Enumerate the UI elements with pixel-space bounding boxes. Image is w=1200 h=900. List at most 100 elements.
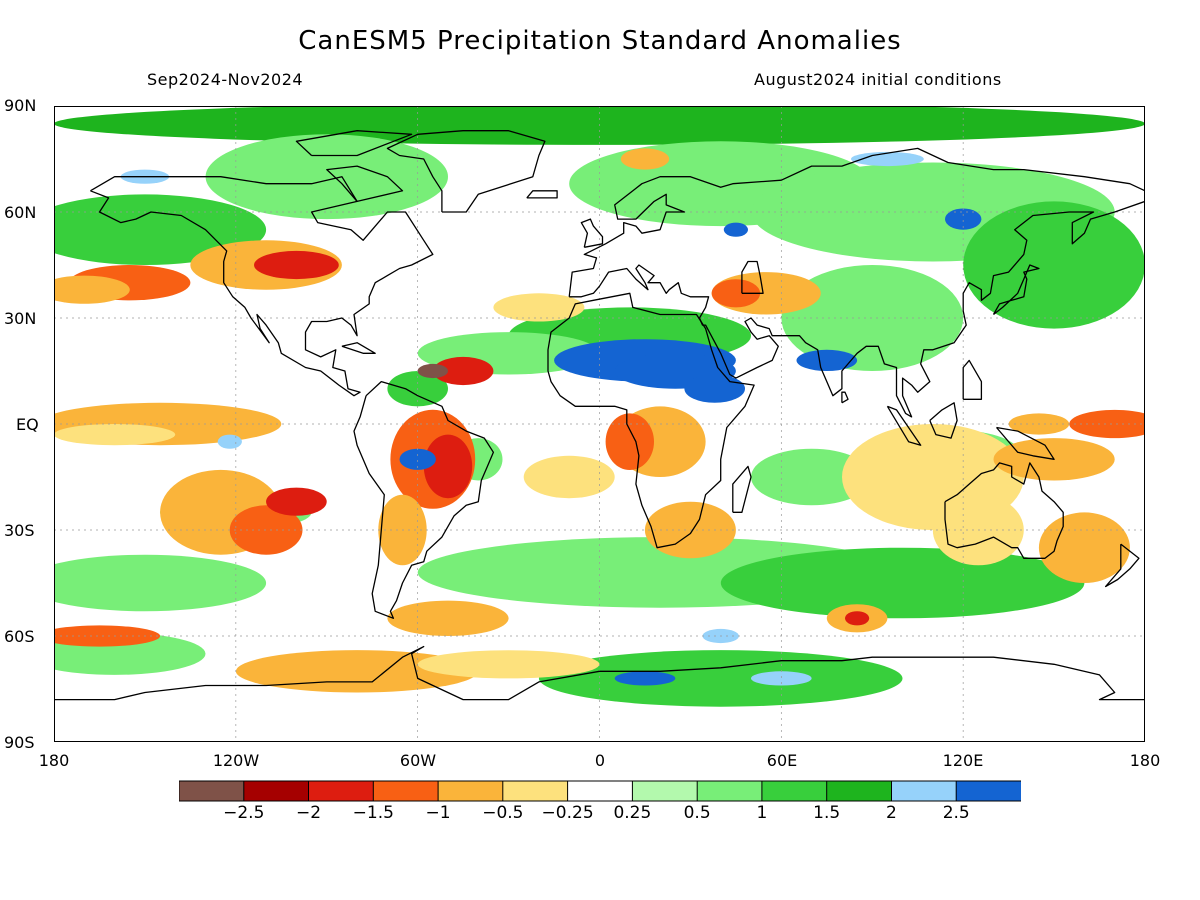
anomaly-patch <box>254 250 339 280</box>
anomaly-patch <box>493 293 585 322</box>
anomaly-patch <box>387 600 509 636</box>
coastlines <box>54 130 1145 721</box>
coastline-sumatra <box>886 405 922 446</box>
anomaly-patch <box>523 455 615 499</box>
colorbar-segment <box>243 780 310 802</box>
colorbar-segment <box>179 780 245 802</box>
colorbar-segment <box>372 780 440 802</box>
coastline-baffin <box>326 165 404 203</box>
anomaly-patch <box>851 151 924 167</box>
lon-label-0: 0 <box>594 751 606 770</box>
colorbar-tick-label: 1.5 <box>813 803 841 823</box>
lat-label-eq: EQ <box>16 415 39 434</box>
coastline-japan <box>992 264 1040 316</box>
anomaly-patch <box>54 625 161 647</box>
initial-conditions: August2024 initial conditions <box>754 70 1002 89</box>
anomaly-patch <box>605 413 654 471</box>
colorbar-segment <box>696 780 764 802</box>
anomaly-patch <box>751 671 812 686</box>
anomaly-patch <box>217 434 242 449</box>
anomaly-patch <box>711 279 761 308</box>
colorbar-segment <box>567 780 634 802</box>
anomaly-patch <box>417 363 448 379</box>
coastline-ellesmere <box>295 130 413 157</box>
lat-label-30n: 30N <box>4 309 37 328</box>
lat-label-60s: 60S <box>4 627 35 646</box>
graticule <box>54 106 1145 742</box>
lat-label-90n: 90N <box>4 96 37 115</box>
coastline-new-zealand <box>1104 543 1140 588</box>
colorbar-tick-label: −1.5 <box>352 803 394 823</box>
anomaly-map <box>54 106 1145 742</box>
anomaly-patch <box>417 650 600 679</box>
colorbar-tick-label: −2.5 <box>223 803 265 823</box>
coastline-australia <box>944 462 1064 559</box>
colorbar-segment <box>891 780 958 802</box>
coastline-eurasia <box>568 147 1145 418</box>
anomaly-patch <box>54 554 267 612</box>
anomaly-patch <box>723 222 749 237</box>
lon-label-60e: 60E <box>766 751 798 770</box>
lon-label-180e: 180 <box>1129 751 1161 770</box>
forecast-period: Sep2024-Nov2024 <box>147 70 304 89</box>
anomaly-patch <box>614 671 676 686</box>
anomaly-patch <box>781 265 964 371</box>
coastline-uk <box>580 218 604 248</box>
anomaly-patch <box>399 448 436 470</box>
coastline-caspian <box>741 260 764 294</box>
coastline-taiwan-phil <box>962 359 983 400</box>
anomaly-patch <box>423 434 473 499</box>
colorbar-segment <box>826 780 893 802</box>
anomaly-patch <box>963 201 1145 329</box>
coastline-madagascar <box>732 465 752 513</box>
colorbar-segment <box>502 780 569 802</box>
coastline-africa <box>547 292 755 549</box>
anomaly-patch <box>54 424 176 446</box>
lat-label-90s: 90S <box>4 733 35 752</box>
map-frame <box>54 106 1145 742</box>
anomaly-patch <box>538 650 903 707</box>
coastline-iceland <box>526 190 558 199</box>
anomaly-patch <box>229 505 303 555</box>
anomaly-patch <box>54 194 267 265</box>
coastline-south-america <box>353 380 495 619</box>
coastline-borneo <box>929 402 958 439</box>
anomaly-patch <box>945 208 982 230</box>
anomaly-patch <box>235 650 479 693</box>
coastline-cuba <box>341 342 376 354</box>
coastline-sri-lanka <box>841 391 849 404</box>
anomaly-patch <box>54 275 130 304</box>
anomaly-patch <box>205 134 448 220</box>
anomaly-patch <box>620 148 670 170</box>
anomaly-patch <box>796 349 858 371</box>
colorbar-segment <box>955 780 1021 802</box>
colorbar-tick-label: −1 <box>425 803 451 823</box>
anomaly-patch <box>720 547 1085 619</box>
colorbar-tick-label: 0.5 <box>683 803 711 823</box>
anomaly-patch <box>684 374 745 403</box>
anomaly-patch <box>845 611 870 626</box>
anomaly-patch <box>1038 512 1130 583</box>
coastline-new-guinea <box>996 426 1055 460</box>
colorbar-tick-label: −2 <box>296 803 322 823</box>
lat-label-60n: 60N <box>4 203 37 222</box>
colorbar-tick-label: −0.25 <box>541 803 594 823</box>
lon-label-180w: 180 <box>38 751 70 770</box>
colorbar-segment <box>631 780 699 802</box>
map-title: CanESM5 Precipitation Standard Anomalies <box>298 26 902 56</box>
colorbar-tick-label: 1 <box>756 803 768 823</box>
anomaly-patch <box>432 356 494 386</box>
anomaly-patch <box>266 487 327 516</box>
lon-label-120e: 120E <box>942 751 984 770</box>
anomaly-field <box>54 106 1145 707</box>
lon-label-60w: 60W <box>399 751 437 770</box>
colorbar-tick-label: 2.5 <box>942 803 970 823</box>
coastline-greenland <box>386 130 546 213</box>
lon-label-120w: 120W <box>212 751 260 770</box>
anomaly-patch <box>1069 409 1145 439</box>
coastline-north-america <box>90 176 434 397</box>
colorbar-tick-label: −0.5 <box>482 803 524 823</box>
colorbar-segment <box>308 780 375 802</box>
colorbar-tick-label: 2 <box>886 803 897 823</box>
coastline-antarctica <box>54 645 1145 721</box>
